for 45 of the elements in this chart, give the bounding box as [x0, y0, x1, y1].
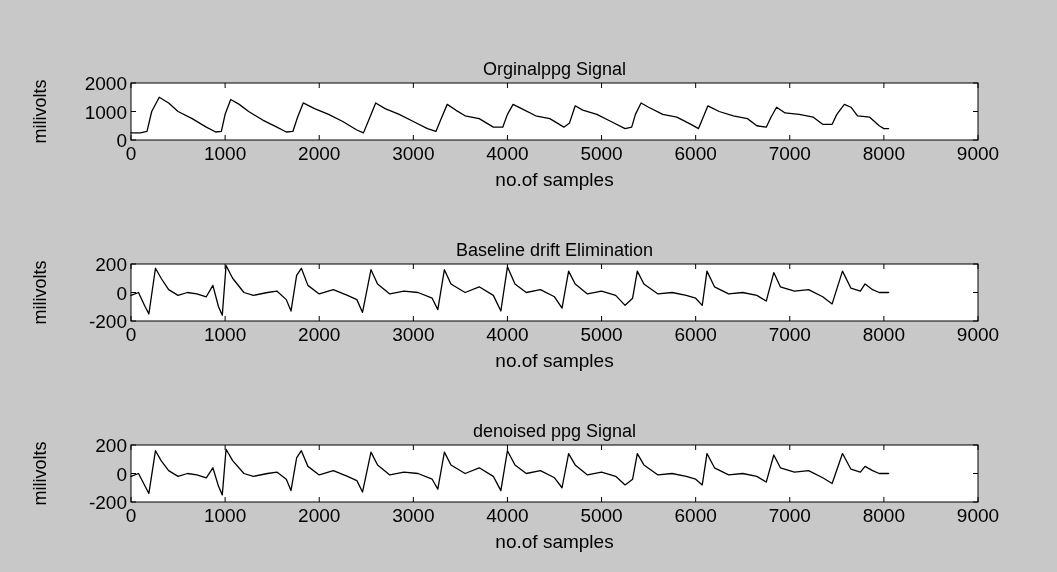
x-tick-label: 5000	[580, 143, 623, 164]
y-tick-label: 0	[116, 130, 127, 151]
x-tick-label: 2000	[298, 143, 341, 164]
x-tick-label: 2000	[298, 324, 341, 345]
y-axis-title: milivolts	[30, 79, 50, 144]
x-axis-title: no.of samples	[495, 350, 614, 371]
x-tick-label: 1000	[203, 324, 247, 345]
x-tick-label: 6000	[674, 505, 717, 526]
chart-title: denoised ppg Signal	[472, 421, 637, 441]
x-tick-label: 8000	[862, 505, 906, 526]
y-tick-label: 0	[116, 463, 127, 485]
x-tick-label: 5000	[580, 505, 623, 526]
x-tick-label: 9000	[956, 143, 1000, 164]
y-tick-label: 200	[95, 254, 127, 275]
x-tick-label: 8000	[862, 143, 906, 164]
x-tick-label: 1000	[203, 143, 247, 164]
x-tick-label: 4000	[486, 505, 529, 526]
y-tick-label: -200	[88, 311, 127, 332]
x-tick-label: 5000	[580, 324, 623, 345]
chart-title: Orginalppg Signal	[482, 59, 627, 79]
y-axis-title: milivolts	[30, 260, 50, 325]
y-tick-label: 2000	[84, 73, 127, 94]
x-tick-label: 9000	[956, 324, 1000, 345]
x-tick-label: 7000	[768, 324, 811, 345]
x-tick-label: 4000	[486, 324, 529, 345]
x-tick-label: 7000	[768, 505, 811, 526]
x-tick-label: 9000	[956, 505, 1000, 526]
x-tick-label: 3000	[392, 143, 435, 164]
y-tick-label: 1000	[84, 101, 127, 123]
x-axis-title: no.of samples	[495, 169, 614, 190]
x-tick-label: 3000	[392, 505, 435, 526]
x-tick-label: 8000	[862, 324, 906, 345]
x-tick-label: 6000	[674, 324, 717, 345]
x-tick-label: 6000	[674, 143, 717, 164]
x-tick-label: 3000	[392, 324, 435, 345]
y-tick-label: 0	[116, 282, 127, 304]
x-tick-label: 7000	[768, 143, 811, 164]
x-tick-label: 1000	[203, 505, 247, 526]
x-tick-label: 4000	[486, 143, 529, 164]
y-tick-label: -200	[88, 492, 127, 513]
y-tick-label: 200	[95, 435, 127, 456]
x-tick-label: 2000	[298, 505, 341, 526]
y-axis-title: milivolts	[30, 441, 50, 506]
chart-title: Baseline drift Elimination	[455, 240, 654, 260]
x-axis-title: no.of samples	[495, 531, 614, 552]
